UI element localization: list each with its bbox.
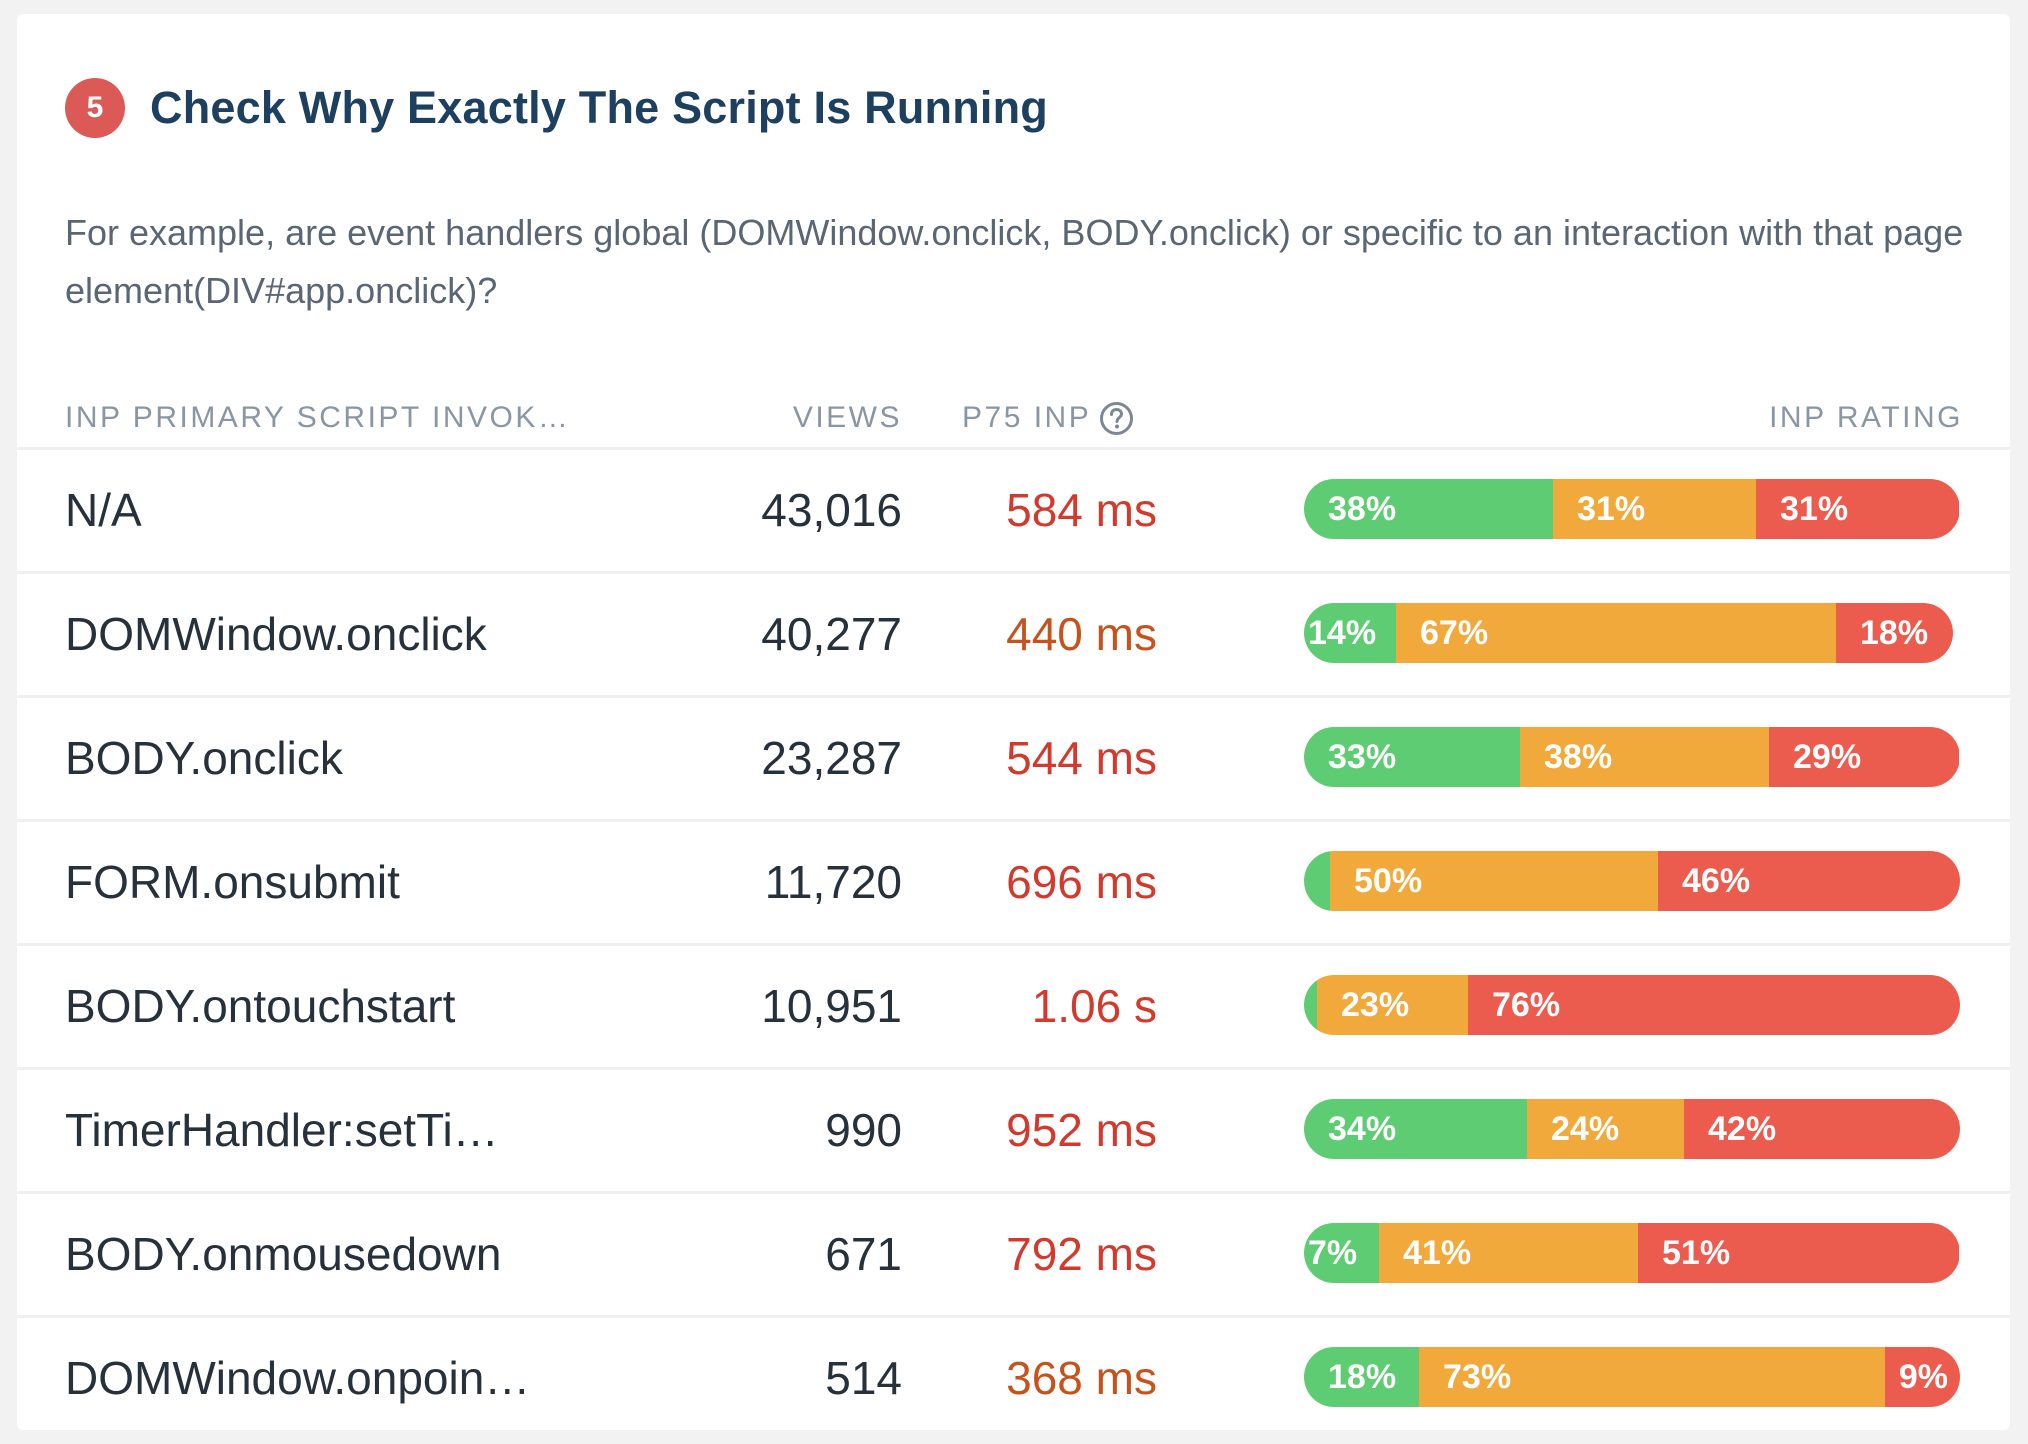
- rating-segment-needs-improvement: 38%: [1520, 727, 1769, 787]
- step-number-badge: 5: [65, 78, 125, 138]
- row-p75-inp-value: 368 ms: [1006, 1352, 1157, 1404]
- row-invoker-name: BODY.onclick: [65, 732, 343, 784]
- rating-segment-needs-improvement: 73%: [1419, 1347, 1885, 1407]
- table-row[interactable]: BODY.onmousedown 671 792 ms 7% 41% 51%: [17, 1191, 2010, 1315]
- rating-segment-good: [1304, 851, 1330, 911]
- inp-rating-bar[interactable]: 7% 41% 51%: [1304, 1223, 1960, 1283]
- rating-segment-poor: 76%: [1468, 975, 1960, 1035]
- inp-rating-bar[interactable]: 18% 73% 9%: [1304, 1347, 1960, 1407]
- row-invoker-name: BODY.onmousedown: [65, 1228, 502, 1280]
- table-row[interactable]: DOMWindow.onpoin… 514 368 ms 18% 73% 9%: [17, 1315, 2010, 1430]
- rating-segment-needs-improvement: 24%: [1527, 1099, 1684, 1159]
- rating-segment-poor: 42%: [1684, 1099, 1960, 1159]
- row-views-count: 671: [825, 1228, 902, 1280]
- rating-segment-good: 18%: [1304, 1347, 1419, 1407]
- rating-segment-poor: 9%: [1885, 1347, 1960, 1407]
- row-p75-inp-value: 584 ms: [1006, 484, 1157, 536]
- row-views-count: 990: [825, 1104, 902, 1156]
- row-p75-inp-value: 792 ms: [1006, 1228, 1157, 1280]
- column-header-invoker[interactable]: INP PRIMARY SCRIPT INVOK…: [65, 392, 570, 444]
- inp-rating-bar[interactable]: 23% 76%: [1304, 975, 1960, 1035]
- row-invoker-name: DOMWindow.onpoin…: [65, 1352, 531, 1404]
- table-row[interactable]: BODY.onclick 23,287 544 ms 33% 38% 29%: [17, 695, 2010, 819]
- rating-segment-good: 38%: [1304, 479, 1553, 539]
- rating-segment-good: 14%: [1304, 603, 1396, 663]
- inp-rating-bar[interactable]: 34% 24% 42%: [1304, 1099, 1960, 1159]
- row-invoker-name: DOMWindow.onclick: [65, 608, 487, 660]
- table-row[interactable]: DOMWindow.onclick 40,277 440 ms 14% 67% 18%: [17, 571, 2010, 695]
- row-p75-inp-value: 1.06 s: [1031, 980, 1157, 1032]
- rating-segment-good: 33%: [1304, 727, 1520, 787]
- inp-script-card: 5 Check Why Exactly The Script Is Runnin…: [17, 14, 2010, 1430]
- row-p75-inp-value: 952 ms: [1006, 1104, 1157, 1156]
- row-invoker-name: BODY.ontouchstart: [65, 980, 456, 1032]
- rating-segment-good: 7%: [1304, 1223, 1379, 1283]
- table-row[interactable]: TimerHandler:setTi… 990 952 ms 34% 24% 42%: [17, 1067, 2010, 1191]
- rating-segment-needs-improvement: 23%: [1317, 975, 1468, 1035]
- row-views-count: 10,951: [761, 980, 902, 1032]
- card-description: For example, are event handlers global (…: [65, 212, 1964, 311]
- column-header-inp-rating[interactable]: INP RATING: [1769, 392, 1963, 444]
- rating-segment-needs-improvement: 67%: [1396, 603, 1836, 663]
- rating-segment-poor: 51%: [1638, 1223, 1959, 1283]
- column-header-views-label: VIEWS: [792, 401, 902, 434]
- table-row[interactable]: N/A 43,016 584 ms 38% 31% 31%: [17, 447, 2010, 571]
- row-views-count: 23,287: [761, 732, 902, 784]
- card-header: 5 Check Why Exactly The Script Is Runnin…: [65, 68, 1048, 148]
- column-header-invoker-label: INP PRIMARY SCRIPT INVOK…: [65, 401, 571, 434]
- table-row[interactable]: BODY.ontouchstart 10,951 1.06 s 23% 76%: [17, 943, 2010, 1067]
- column-header-p75-label: P75 INP: [962, 401, 1092, 434]
- rating-segment-poor: 46%: [1658, 851, 1960, 911]
- rating-segment-good: 34%: [1304, 1099, 1527, 1159]
- row-p75-inp-value: 696 ms: [1006, 856, 1157, 908]
- rating-segment-good: [1304, 975, 1317, 1035]
- inp-rating-bar[interactable]: 14% 67% 18%: [1304, 603, 1953, 663]
- rating-segment-needs-improvement: 41%: [1379, 1223, 1638, 1283]
- row-views-count: 40,277: [761, 608, 902, 660]
- column-header-rating-label: INP RATING: [1769, 401, 1963, 434]
- row-p75-inp-value: 440 ms: [1006, 608, 1157, 660]
- row-views-count: 11,720: [764, 856, 902, 908]
- rating-segment-poor: 31%: [1756, 479, 1959, 539]
- rating-segment-poor: 18%: [1836, 603, 1953, 663]
- help-circle-icon[interactable]: [1099, 401, 1134, 436]
- card-title: Check Why Exactly The Script Is Running: [150, 82, 1048, 133]
- table-body: N/A 43,016 584 ms 38% 31% 31% DOMWindow.onclic…: [17, 447, 2010, 1430]
- rating-segment-needs-improvement: 31%: [1553, 479, 1756, 539]
- row-views-count: 43,016: [761, 484, 902, 536]
- inp-rating-bar[interactable]: 50% 46%: [1304, 851, 1960, 911]
- inp-rating-bar[interactable]: 33% 38% 29%: [1304, 727, 1960, 787]
- column-header-p75-inp[interactable]: P75 INP: [962, 392, 1134, 444]
- row-p75-inp-value: 544 ms: [1006, 732, 1157, 784]
- rating-segment-poor: 29%: [1769, 727, 1959, 787]
- row-invoker-name: TimerHandler:setTi…: [65, 1104, 499, 1156]
- inp-rating-bar[interactable]: 38% 31% 31%: [1304, 479, 1960, 539]
- row-invoker-name: FORM.onsubmit: [65, 856, 400, 908]
- rating-segment-needs-improvement: 50%: [1330, 851, 1658, 911]
- row-invoker-name: N/A: [65, 484, 142, 536]
- table-row[interactable]: FORM.onsubmit 11,720 696 ms 50% 46%: [17, 819, 2010, 943]
- row-views-count: 514: [825, 1352, 902, 1404]
- column-header-views[interactable]: VIEWS: [793, 392, 902, 444]
